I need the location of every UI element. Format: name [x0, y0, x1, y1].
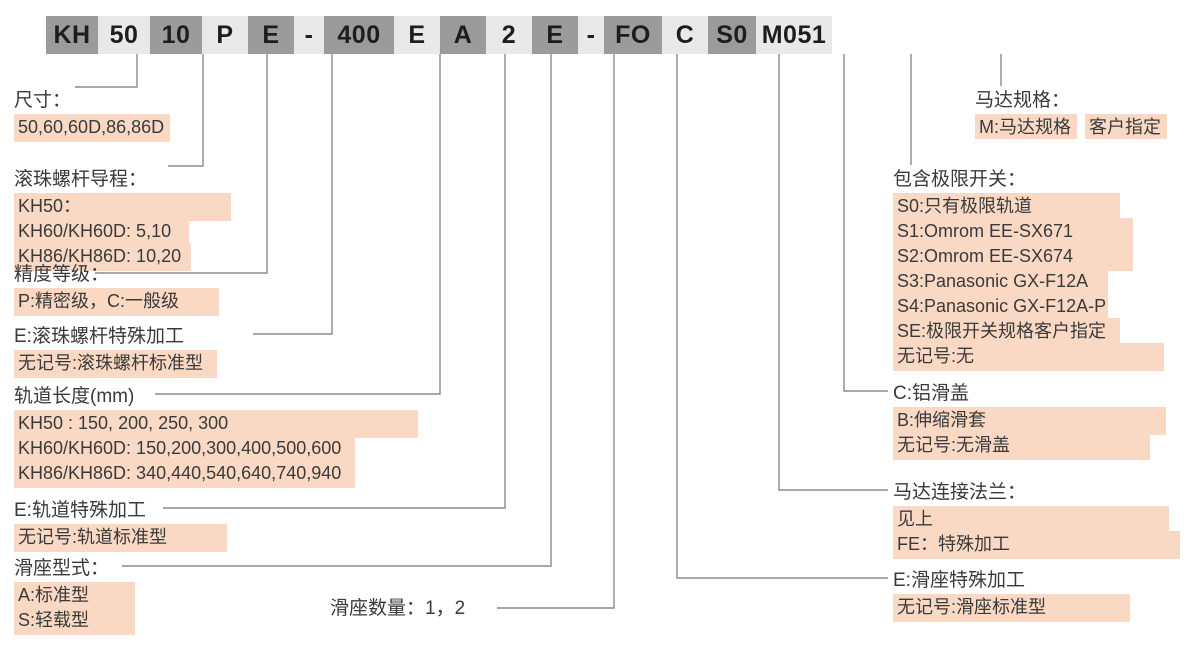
code-segment-6: 400 [324, 16, 394, 54]
annotation-limit-switch-title: 包含极限开关： [893, 169, 1027, 190]
code-segment-14: S0 [708, 16, 756, 54]
annotation-size: 尺寸： 50,60,60D,86,86D [14, 88, 171, 142]
annotation-rail-length: 轨道长度(mm) KH50 : 150, 200, 250, 300 KH60/… [14, 384, 419, 488]
annotation-limit-switch: 包含极限开关： S0:只有极限轨道 S1:Omrom EE-SX671 S2:O… [893, 167, 1165, 371]
annotation-rail-length-value-1: KH60/KH60D: 150,200,300,400,500,600 [14, 435, 356, 463]
code-segment-4: E [248, 16, 294, 54]
annotation-ball-screw-special: E:滚珠螺杆特殊加工 无记号:滚珠螺杆标准型 [14, 324, 217, 378]
annotation-cover: C:铝滑盖 B:伸缩滑套 无记号:无滑盖 [893, 381, 1167, 460]
annotation-slider-count: 滑座数量：1，2 [330, 596, 465, 622]
annotation-rail-length-title: 轨道长度(mm) [14, 386, 135, 407]
annotation-slider-count-title: 滑座数量：1，2 [330, 598, 466, 619]
annotation-cover-value-1: 无记号:无滑盖 [893, 432, 1151, 460]
code-segment-7: E [394, 16, 440, 54]
annotation-motor-flange-title: 马达连接法兰： [893, 482, 1027, 503]
annotation-limit-switch-value-2: S2:Omrom EE-SX674 [893, 243, 1134, 271]
annotation-motor-spec-value-0: M:马达规格 [975, 114, 1077, 139]
annotation-limit-switch-value-1: S1:Omrom EE-SX671 [893, 218, 1134, 246]
annotation-motor-flange-value-1: FE：特殊加工 [893, 531, 1181, 559]
annotation-motor-flange-value-0: 见上 [893, 506, 1169, 534]
annotation-rail-special-title: E:轨道特殊加工 [14, 500, 146, 521]
annotation-ball-screw-special-title: E:滚珠螺杆特殊加工 [14, 326, 184, 347]
annotation-size-value-0: 50,60,60D,86,86D [14, 114, 171, 142]
annotation-slider-special-value-0: 无记号:滑座标准型 [893, 594, 1131, 622]
code-segment-10: E [532, 16, 578, 54]
annotation-limit-switch-value-5: SE:极限开关规格客户指定 [893, 318, 1121, 346]
annotation-ball-screw-lead: 滚珠螺杆导程： KH50： KH60/KH60D: 5,10 KH86/KH86… [14, 167, 232, 271]
annotation-slider-special-title: E:滑座特殊加工 [893, 570, 1025, 591]
annotation-slider-type: 滑座型式： A:标准型 S:轻载型 [14, 556, 136, 635]
annotation-cover-title: C:铝滑盖 [893, 383, 970, 404]
annotation-rail-length-value-2: KH86/KH86D: 340,440,540,640,740,940 [14, 460, 356, 488]
code-segment-3: P [202, 16, 248, 54]
code-segment-1: 50 [98, 16, 150, 54]
annotation-rail-special: E:轨道特殊加工 无记号:轨道标准型 [14, 498, 228, 552]
code-segment-11: - [578, 16, 604, 54]
annotation-slider-type-value-0: A:标准型 [14, 582, 136, 610]
annotation-limit-switch-value-3: S3:Panasonic GX-F12A [893, 268, 1109, 296]
annotation-limit-switch-value-6: 无记号:无 [893, 343, 1165, 371]
annotation-cover-value-0: B:伸缩滑套 [893, 407, 1167, 435]
code-segment-13: C [662, 16, 708, 54]
part-number-code-bar: KH 50 10 P E -400 E A 2 E - FO C S0 M051 [46, 16, 832, 54]
annotation-motor-flange: 马达连接法兰： 见上 FE：特殊加工 [893, 480, 1181, 559]
annotation-motor-spec: 马达规格： M:马达规格 客户指定 [975, 88, 1167, 139]
code-segment-15: M051 [756, 16, 832, 54]
annotation-limit-switch-value-4: S4:Panasonic GX-F12A-P [893, 293, 1109, 321]
annotation-slider-type-value-1: S:轻载型 [14, 607, 136, 635]
code-segment-12: FO [604, 16, 662, 54]
annotation-ball-screw-lead-value-2: KH86/KH86D: 10,20 [14, 243, 192, 271]
annotation-size-title: 尺寸： [14, 90, 72, 111]
code-segment-5: - [294, 16, 324, 54]
code-segment-9: 2 [486, 16, 532, 54]
annotation-rail-special-value-0: 无记号:轨道标准型 [14, 524, 228, 552]
annotation-ball-screw-lead-value-0: KH50： [14, 193, 232, 221]
annotation-ball-screw-lead-value-1: KH60/KH60D: 5,10 [14, 218, 190, 246]
annotation-accuracy-grade-value-0: P:精密级，C:一般级 [14, 288, 220, 316]
annotation-slider-type-title: 滑座型式： [14, 558, 110, 579]
code-segment-2: 10 [150, 16, 202, 54]
code-segment-8: A [440, 16, 486, 54]
annotation-motor-spec-value-1: 客户指定 [1085, 114, 1167, 139]
annotation-ball-screw-special-value-0: 无记号:滚珠螺杆标准型 [14, 350, 217, 378]
annotation-limit-switch-value-0: S0:只有极限轨道 [893, 193, 1121, 221]
annotation-slider-special: E:滑座特殊加工 无记号:滑座标准型 [893, 568, 1131, 622]
annotation-motor-spec-title: 马达规格： [975, 90, 1071, 111]
annotation-ball-screw-lead-title: 滚珠螺杆导程： [14, 169, 148, 190]
annotation-accuracy-grade: 精度等级： P:精密级，C:一般级 [14, 262, 220, 316]
code-segment-0: KH [46, 16, 98, 54]
annotation-rail-length-value-0: KH50 : 150, 200, 250, 300 [14, 410, 419, 438]
annotation-accuracy-grade-title: 精度等级： [14, 264, 110, 285]
